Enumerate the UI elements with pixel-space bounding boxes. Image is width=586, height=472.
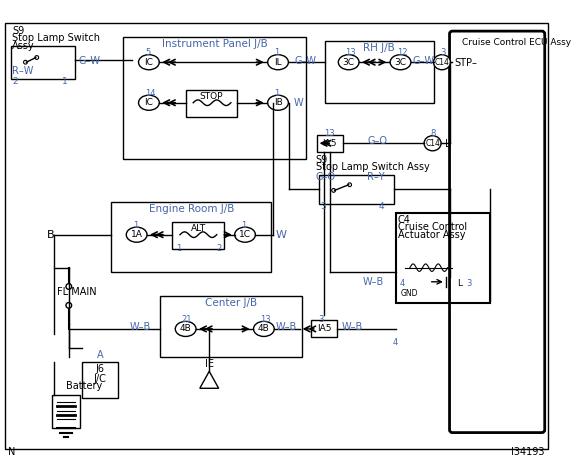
FancyBboxPatch shape: [52, 395, 80, 428]
Text: 4B: 4B: [180, 324, 192, 333]
Text: 12: 12: [397, 48, 407, 57]
Ellipse shape: [254, 321, 274, 337]
Text: Stop Lamp Switch: Stop Lamp Switch: [12, 33, 100, 43]
Text: IE: IE: [205, 359, 214, 369]
Text: 3: 3: [440, 48, 445, 57]
Text: S9: S9: [12, 26, 25, 36]
Text: G–W: G–W: [294, 56, 316, 66]
Ellipse shape: [390, 55, 411, 70]
Ellipse shape: [338, 55, 359, 70]
Text: Instrument Panel J/B: Instrument Panel J/B: [162, 39, 267, 49]
Text: 3C: 3C: [394, 58, 407, 67]
Text: I34193: I34193: [511, 447, 545, 457]
Text: RH J/B: RH J/B: [363, 43, 395, 53]
Text: C4: C4: [398, 215, 411, 225]
Ellipse shape: [424, 136, 441, 151]
Text: B: B: [47, 230, 54, 240]
Text: 2: 2: [12, 77, 18, 86]
Text: GND: GND: [400, 289, 418, 298]
Text: C14: C14: [425, 139, 440, 148]
Text: W: W: [275, 230, 286, 240]
Text: 4B: 4B: [258, 324, 270, 333]
Text: 1: 1: [241, 220, 247, 229]
Text: 21: 21: [182, 315, 192, 324]
Text: 1A: 1A: [131, 230, 142, 239]
Text: N: N: [8, 447, 15, 457]
Text: Assy: Assy: [12, 41, 35, 51]
Text: 4: 4: [400, 279, 405, 288]
Text: Center J/B: Center J/B: [205, 298, 257, 308]
Text: Cruise Control ECU Assy: Cruise Control ECU Assy: [462, 38, 571, 47]
Text: Battery: Battery: [66, 381, 102, 391]
Text: 1: 1: [274, 48, 280, 57]
Text: 8: 8: [431, 129, 436, 138]
Text: 13: 13: [345, 48, 356, 57]
Text: 3C: 3C: [343, 58, 355, 67]
Text: C14: C14: [435, 58, 449, 67]
Text: 2: 2: [217, 244, 222, 253]
Text: Actuator Assy: Actuator Assy: [398, 230, 465, 240]
Text: Cruise Control: Cruise Control: [398, 222, 467, 232]
Text: R–Y: R–Y: [367, 171, 384, 182]
Ellipse shape: [127, 227, 147, 242]
Text: S9: S9: [316, 154, 328, 165]
Text: STP–: STP–: [454, 58, 477, 67]
Text: G–O: G–O: [316, 171, 336, 182]
Text: W–B: W–B: [130, 322, 151, 332]
Text: 14: 14: [145, 89, 156, 98]
Ellipse shape: [138, 95, 159, 110]
Text: W: W: [294, 98, 304, 108]
Text: W–B: W–B: [363, 277, 384, 287]
Text: 13: 13: [260, 315, 271, 324]
Text: 3: 3: [466, 279, 472, 288]
Text: 1: 1: [274, 89, 280, 98]
Text: IB: IB: [274, 98, 282, 107]
Text: 3: 3: [319, 315, 324, 324]
Text: 3: 3: [321, 202, 326, 211]
Text: R–W: R–W: [12, 66, 33, 76]
Ellipse shape: [175, 321, 196, 337]
Text: IA5: IA5: [317, 324, 332, 333]
Text: L: L: [445, 139, 450, 149]
Text: 1: 1: [133, 220, 138, 229]
Text: A: A: [97, 350, 103, 360]
Text: STOP: STOP: [200, 93, 223, 101]
Text: IC: IC: [145, 58, 154, 67]
Text: J/C: J/C: [93, 374, 106, 384]
Text: G–W: G–W: [413, 56, 435, 66]
Ellipse shape: [234, 227, 255, 242]
Ellipse shape: [434, 55, 451, 70]
Text: IA5: IA5: [323, 139, 337, 148]
Text: 4: 4: [393, 338, 398, 347]
Ellipse shape: [268, 95, 288, 110]
Text: Engine Room J/B: Engine Room J/B: [149, 203, 234, 213]
Text: 1: 1: [62, 77, 68, 86]
Text: G–O: G–O: [367, 136, 387, 146]
Text: L: L: [457, 279, 462, 288]
Ellipse shape: [268, 55, 288, 70]
Text: 4: 4: [379, 202, 384, 211]
FancyBboxPatch shape: [316, 135, 343, 152]
Text: Stop Lamp Switch Assy: Stop Lamp Switch Assy: [316, 162, 430, 172]
Text: IL: IL: [274, 58, 282, 67]
Text: W–B: W–B: [342, 322, 363, 332]
Text: ALT: ALT: [191, 224, 206, 233]
Text: 1: 1: [176, 244, 182, 253]
FancyBboxPatch shape: [311, 320, 338, 337]
Text: 5: 5: [145, 48, 151, 57]
Text: 13: 13: [324, 129, 335, 138]
Text: W–B: W–B: [276, 322, 297, 332]
Text: G–W: G–W: [78, 56, 100, 66]
Text: IC: IC: [145, 98, 154, 107]
Ellipse shape: [138, 55, 159, 70]
Text: J6: J6: [96, 364, 104, 374]
Text: FL MAIN: FL MAIN: [56, 287, 96, 296]
Text: 1C: 1C: [239, 230, 251, 239]
